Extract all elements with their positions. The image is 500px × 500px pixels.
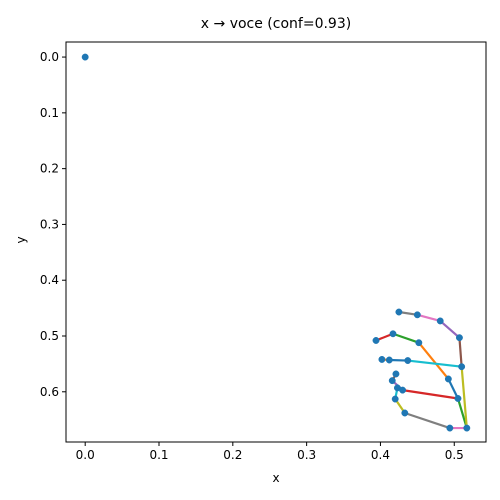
data-point [388, 377, 396, 385]
skeleton-segment [439, 319, 461, 339]
x-axis-label: x [272, 471, 279, 485]
data-point [391, 395, 399, 403]
data-point [385, 356, 393, 364]
skeleton-segment [460, 365, 468, 430]
data-point [399, 386, 407, 394]
data-point [389, 330, 397, 338]
skeleton-segment [401, 389, 460, 400]
data-point [415, 339, 423, 347]
y-axis-label: y [14, 236, 28, 243]
x-tick-label: 0.3 [297, 448, 316, 462]
y-tick-label: 0.5 [40, 329, 59, 343]
plot-area [81, 53, 471, 432]
data-point [401, 409, 409, 417]
chart-title: x → voce (conf=0.93) [201, 16, 351, 32]
plot-frame [65, 41, 487, 443]
axes: 0.0 0.1 0.2 0.3 0.4 0.5 0.0 0.1 0.2 0.3 0.4 0.5 0.6 [40, 41, 487, 462]
skeleton-segment [391, 332, 420, 344]
skeleton-segment [406, 359, 463, 368]
data-point [454, 395, 462, 402]
data-point [446, 424, 454, 432]
data-point [404, 357, 412, 364]
data-point [392, 370, 400, 378]
x-tick-label: 0.5 [445, 448, 464, 462]
skeleton-segment [447, 377, 460, 400]
data-point [372, 337, 380, 344]
skeleton-segment [458, 336, 463, 368]
x-tick-label: 0.4 [371, 448, 390, 462]
x-tick-label: 0.2 [223, 448, 242, 462]
data-point [395, 308, 403, 316]
x-tick-label: 0.1 [149, 448, 168, 462]
y-tick-label: 0.4 [40, 273, 59, 287]
data-point [378, 355, 386, 363]
data-point [436, 317, 444, 325]
data-point [413, 311, 421, 319]
y-tick-label: 0.6 [40, 385, 59, 399]
y-tick-label: 0.3 [40, 217, 59, 231]
y-tick-label: 0.1 [40, 106, 59, 120]
data-point [455, 334, 463, 342]
skeleton-segment [403, 411, 451, 430]
skeleton-segment [417, 341, 450, 381]
data-point [458, 363, 466, 371]
x-tick-label: 0.0 [76, 448, 95, 462]
data-point [463, 424, 471, 432]
y-tick-label: 0.0 [40, 50, 59, 64]
data-point [81, 53, 89, 61]
skeleton-segment [416, 313, 442, 323]
y-tick-label: 0.2 [40, 162, 59, 176]
data-point [444, 375, 452, 383]
